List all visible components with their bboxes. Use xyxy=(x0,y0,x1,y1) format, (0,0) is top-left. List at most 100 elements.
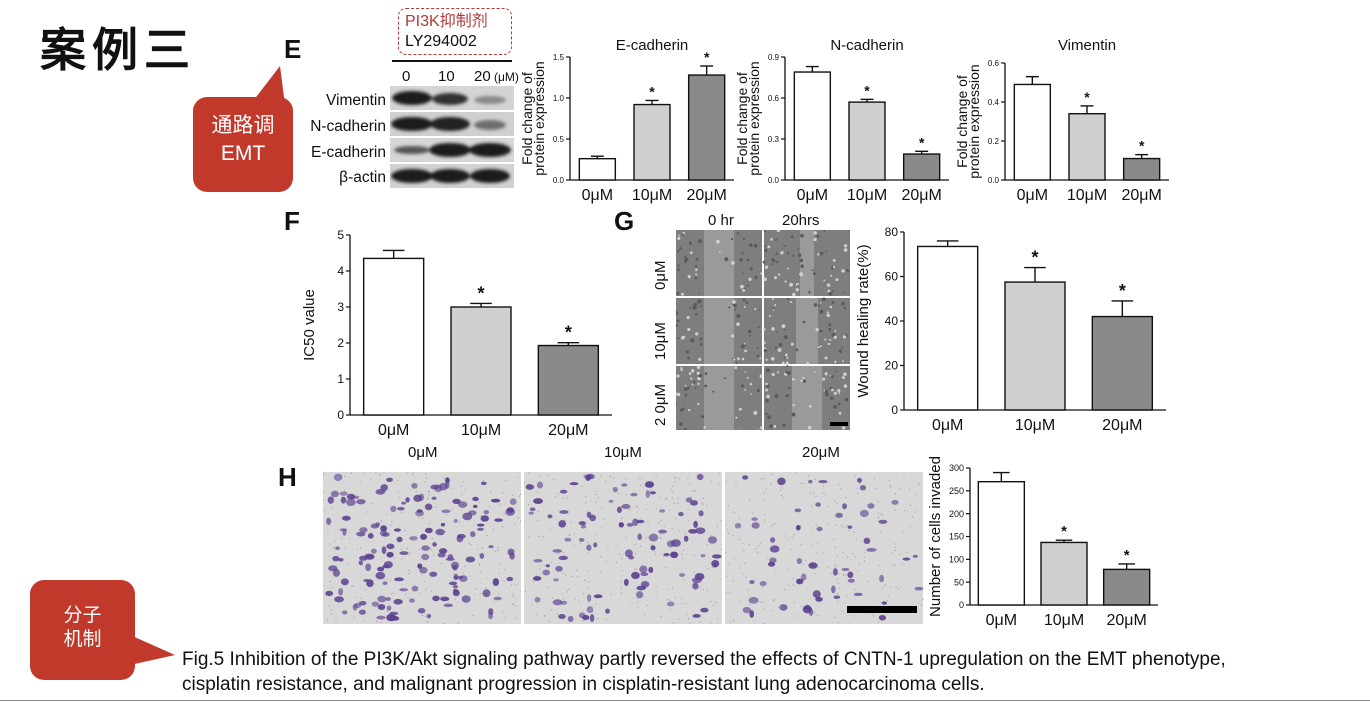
membrane-pore xyxy=(720,548,722,550)
membrane-pore xyxy=(852,553,854,555)
invasion-bar-chart: 0 50 100 150 200 250 300 Number of cells invade… xyxy=(927,456,1158,629)
membrane-pore xyxy=(757,545,759,547)
membrane-pore xyxy=(899,553,901,556)
membrane-pore xyxy=(878,517,880,519)
bar xyxy=(1091,315,1154,411)
cell-dot xyxy=(746,258,750,262)
membrane-pore xyxy=(874,487,876,489)
cell-dot xyxy=(817,304,821,307)
stained-cell xyxy=(857,477,862,483)
stained-cell xyxy=(711,554,722,559)
cell-dot xyxy=(764,248,768,252)
membrane-pore xyxy=(822,485,824,487)
membrane-pore xyxy=(770,526,772,528)
membrane-pore xyxy=(634,543,636,546)
membrane-pore xyxy=(754,548,756,550)
cell-dot xyxy=(789,300,792,304)
membrane-pore xyxy=(864,551,866,553)
cell-dot xyxy=(696,365,701,370)
membrane-pore xyxy=(499,563,501,566)
membrane-pore xyxy=(647,521,649,523)
membrane-pore xyxy=(440,595,442,598)
membrane-pore xyxy=(689,483,691,485)
y-tick-label: 0.0 xyxy=(553,176,565,185)
membrane-pore xyxy=(518,495,521,497)
membrane-pore xyxy=(345,497,348,500)
significance-mark: * xyxy=(919,134,925,150)
category-label: 0μM xyxy=(378,422,409,439)
cell-dot xyxy=(698,373,703,378)
cell-dot xyxy=(684,260,687,263)
membrane-pore xyxy=(763,499,766,501)
cell-dot xyxy=(698,299,702,303)
cell-dot xyxy=(819,345,822,348)
membrane-pore xyxy=(871,613,873,615)
membrane-pore xyxy=(376,620,378,623)
stained-cell xyxy=(417,608,426,614)
membrane-pore xyxy=(853,615,856,617)
membrane-pore xyxy=(813,611,816,613)
membrane-pore xyxy=(445,530,447,533)
membrane-pore xyxy=(733,557,735,559)
y-axis-label: Fold change ofprotein expression xyxy=(954,64,982,178)
membrane-pore xyxy=(498,503,500,505)
stained-cell xyxy=(472,496,479,502)
membrane-pore xyxy=(660,533,662,535)
membrane-pore xyxy=(664,566,667,568)
cell-dot xyxy=(776,330,778,333)
cell-dot xyxy=(769,424,774,429)
cell-dot xyxy=(746,376,749,379)
cell-dot xyxy=(764,265,769,269)
blot-label-ecadherin: E-cadherin xyxy=(311,144,386,161)
membrane-pore xyxy=(595,493,597,496)
stained-cell xyxy=(678,511,684,517)
cell-dot xyxy=(749,267,753,271)
membrane-pore xyxy=(629,509,631,511)
stained-cell xyxy=(382,532,390,537)
membrane-pore xyxy=(660,519,662,521)
membrane-pore xyxy=(431,590,433,592)
membrane-pore xyxy=(902,531,904,534)
cell-dot xyxy=(802,376,805,380)
wound-row-0: 0μM xyxy=(652,260,669,290)
bar xyxy=(1040,541,1088,606)
y-axis-label-line: Fold change of xyxy=(734,72,750,165)
stained-cell xyxy=(779,604,788,611)
membrane-pore xyxy=(615,561,618,564)
membrane-pore xyxy=(888,479,891,482)
category-label: 10μM xyxy=(1015,417,1055,434)
cell-dot xyxy=(797,284,800,287)
cell-dot xyxy=(736,314,741,319)
y-tick-label: 0.3 xyxy=(768,135,780,144)
stained-cell xyxy=(327,496,334,504)
membrane-pore xyxy=(762,601,764,603)
membrane-pore xyxy=(552,597,554,599)
category-label: 0μM xyxy=(932,417,963,434)
membrane-pore xyxy=(397,491,399,494)
transwell-invasion-images xyxy=(323,472,924,624)
membrane-pore xyxy=(793,578,795,580)
membrane-pore xyxy=(799,525,801,527)
membrane-pore xyxy=(551,561,553,564)
stained-cell xyxy=(881,601,887,605)
stained-cell xyxy=(867,503,875,509)
cell-dot xyxy=(760,272,763,275)
stained-cell xyxy=(393,528,401,532)
stained-cell xyxy=(493,596,502,601)
membrane-pore xyxy=(469,575,472,577)
membrane-pore xyxy=(479,593,482,595)
stained-cell xyxy=(769,537,776,543)
membrane-pore xyxy=(827,523,829,525)
cell-dot xyxy=(824,372,828,376)
stained-cell xyxy=(438,548,448,554)
cell-dot xyxy=(689,306,692,309)
membrane-pore xyxy=(492,528,495,531)
significance-mark: * xyxy=(1124,547,1130,564)
chart-title: N-cadherin xyxy=(830,37,903,54)
membrane-pore xyxy=(895,586,897,588)
cell-dot xyxy=(743,305,746,308)
cell-dot xyxy=(786,298,790,301)
membrane-pore xyxy=(535,574,537,576)
membrane-pore xyxy=(793,601,795,603)
cell-dot xyxy=(829,305,833,309)
